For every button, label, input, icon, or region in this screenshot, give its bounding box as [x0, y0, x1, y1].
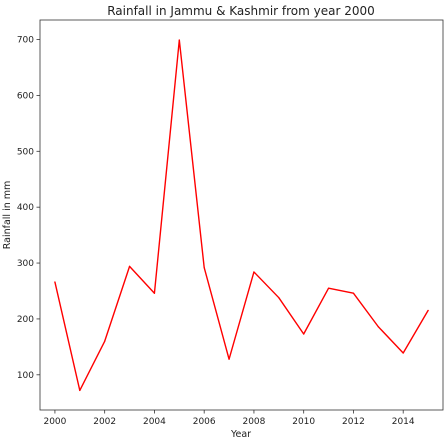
- x-tick-label-2004: 2004: [143, 417, 166, 427]
- x-tick-label-2008: 2008: [242, 417, 265, 427]
- y-axis: 100 200 300 400 500 600 700: [17, 36, 40, 381]
- y-tick-label-200: 200: [17, 315, 34, 325]
- x-tick-label-2012: 2012: [342, 417, 365, 427]
- series-layer: [54, 39, 429, 392]
- data-point-2009: [278, 297, 280, 299]
- plot-area-frame: [39, 19, 444, 411]
- x-tick-label-2006: 2006: [193, 417, 216, 427]
- y-tick-label-100: 100: [17, 371, 34, 381]
- x-tick-label-2000: 2000: [43, 417, 66, 427]
- data-point-2001: [79, 389, 81, 392]
- data-point-2000: [54, 281, 56, 283]
- data-point-2010: [303, 333, 305, 335]
- data-point-2008: [253, 271, 255, 273]
- y-tick-label-600: 600: [17, 91, 34, 101]
- y-axis-title: Rainfall in mm: [2, 181, 13, 250]
- data-point-2011: [327, 287, 330, 289]
- x-axis-title: Year: [230, 429, 251, 440]
- data-point-2006: [203, 266, 205, 269]
- data-point-2013: [377, 326, 379, 328]
- data-point-2007: [228, 358, 230, 360]
- x-tick-label-2014: 2014: [392, 417, 415, 427]
- y-tick-label-400: 400: [17, 203, 34, 213]
- data-point-2002: [104, 340, 106, 342]
- data-point-2003: [128, 265, 131, 268]
- x-tick-label-2002: 2002: [93, 417, 116, 427]
- chart-title: Rainfall in Jammu & Kashmir from year 20…: [107, 4, 375, 18]
- y-tick-label-500: 500: [17, 147, 34, 157]
- data-point-2005: [178, 39, 180, 41]
- y-tick-label-700: 700: [17, 36, 34, 46]
- x-axis: 2000 2002 2004 2006 2008 2010 2012 2014: [43, 410, 415, 427]
- y-tick-label-300: 300: [17, 259, 34, 269]
- data-point-2014: [402, 352, 404, 354]
- x-tick-label-2010: 2010: [292, 417, 315, 427]
- data-point-2004: [153, 292, 156, 294]
- series-line-0: [54, 39, 429, 392]
- data-point-2015: [427, 309, 429, 312]
- data-point-2012: [352, 292, 355, 294]
